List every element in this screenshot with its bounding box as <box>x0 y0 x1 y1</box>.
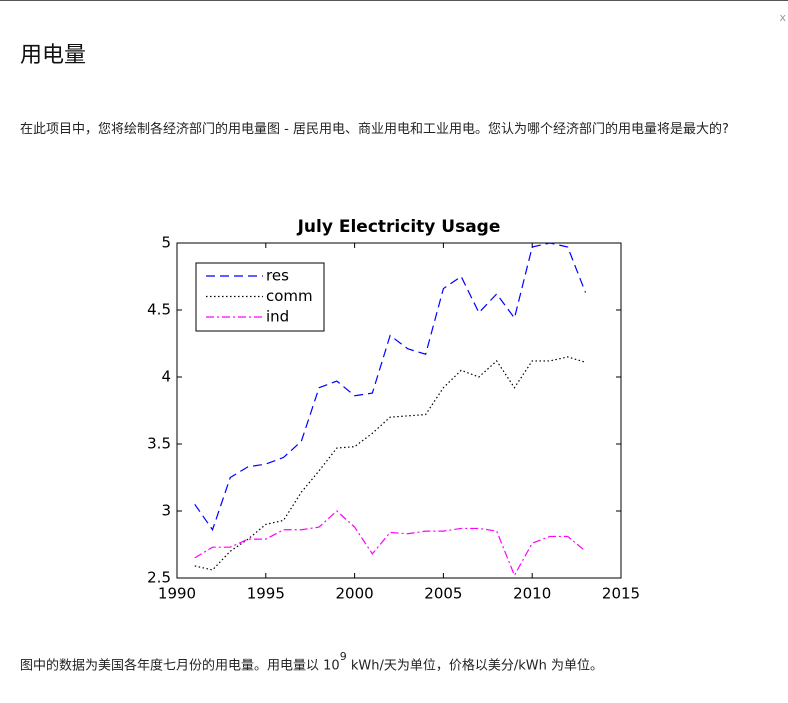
x-tick-label: 1995 <box>247 585 285 603</box>
data-line <box>194 510 586 577</box>
plot-frame <box>176 242 622 579</box>
x-tick-label: 1990 <box>158 585 196 603</box>
page-title: 用电量 <box>20 43 87 68</box>
legend-label: comm <box>266 287 313 305</box>
y-tick-label: 4.5 <box>147 301 171 319</box>
x-tick-label: 2015 <box>602 585 640 603</box>
close-button[interactable]: x <box>779 11 786 24</box>
intro-text: 在此项目中，您将绘制各经济部门的用电量图 - 居民用电、商业用电和工业用电。您认… <box>20 122 729 137</box>
data-line <box>194 356 586 571</box>
y-tick-label: 2.5 <box>147 569 171 587</box>
y-tick-label: 5 <box>161 234 171 252</box>
chart: July Electricity Usage 2.5 3 3.5 4 4.5 5 1990 1… <box>147 217 640 603</box>
superscript: 9 <box>339 650 347 663</box>
footer-text-part: kWh/天为单位，价格以美分/kWh 为单位。 <box>346 658 603 674</box>
footer-text-part: 图中的数据为美国各年度七月份的用电量。用电量以 10 <box>20 658 340 674</box>
y-tick-label: 3 <box>161 502 171 520</box>
legend-box <box>195 262 325 332</box>
legend-label: ind <box>266 308 289 326</box>
data-line <box>194 242 587 532</box>
x-tick-label: 2005 <box>424 585 462 603</box>
x-tick-label: 2000 <box>336 585 374 603</box>
y-tick-label: 3.5 <box>147 435 171 453</box>
chart-title: July Electricity Usage <box>297 217 501 237</box>
legend-label: res <box>266 267 289 285</box>
y-tick-label: 4 <box>161 368 171 386</box>
x-tick-label: 2010 <box>513 585 551 603</box>
footer-text: 图中的数据为美国各年度七月份的用电量。用电量以 109 kWh/天为单位，价格以… <box>20 650 603 674</box>
